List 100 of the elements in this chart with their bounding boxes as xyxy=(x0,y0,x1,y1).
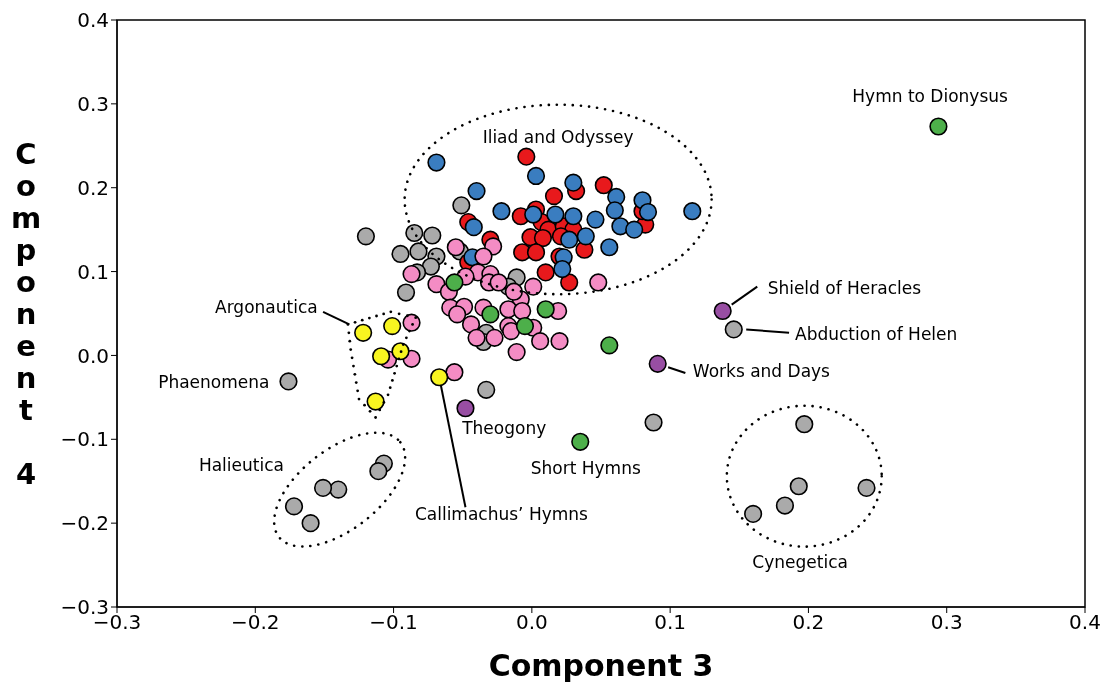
point xyxy=(564,207,583,226)
point xyxy=(531,332,550,351)
point xyxy=(600,336,619,355)
point xyxy=(605,201,624,220)
point xyxy=(467,181,486,201)
point xyxy=(648,354,667,373)
y-tick-label: −0.1 xyxy=(60,427,109,452)
point xyxy=(481,305,500,324)
point xyxy=(313,478,333,498)
point xyxy=(421,257,441,276)
point xyxy=(485,328,504,347)
annotation: Shield of Heracles xyxy=(767,277,922,298)
point xyxy=(446,238,465,257)
point xyxy=(445,273,464,292)
annotation: Hymn to Dionysus xyxy=(852,86,1009,107)
annotation: Callimachus’ Hymns xyxy=(414,503,589,524)
point xyxy=(474,247,493,266)
point xyxy=(564,173,583,192)
point xyxy=(301,514,320,533)
y-tick-label: 0.1 xyxy=(77,259,109,284)
annotation: Phaenomena xyxy=(158,372,270,393)
point xyxy=(524,205,543,224)
x-tick-label: 0.1 xyxy=(654,610,687,635)
y-tick-label: 0.4 xyxy=(77,8,109,33)
point xyxy=(683,202,702,221)
point xyxy=(589,273,608,292)
point xyxy=(929,117,948,136)
point xyxy=(430,368,449,387)
point xyxy=(544,187,564,206)
point xyxy=(546,205,565,224)
y-tick-label: 0.3 xyxy=(77,91,109,116)
point xyxy=(427,275,446,294)
annotation: Abduction of Helen xyxy=(795,324,958,345)
point xyxy=(456,399,475,418)
point xyxy=(524,277,543,296)
x-tick-label: −0.1 xyxy=(369,610,418,635)
point xyxy=(423,226,442,245)
point xyxy=(329,480,348,499)
point xyxy=(526,243,546,262)
point xyxy=(507,342,526,362)
x-tick-label: 0.2 xyxy=(792,610,825,635)
point xyxy=(533,228,553,248)
point xyxy=(279,372,298,391)
annotation: Halieutica xyxy=(198,455,284,476)
point xyxy=(789,477,808,496)
point xyxy=(405,223,424,243)
point xyxy=(284,497,304,516)
point xyxy=(571,432,590,451)
point xyxy=(625,220,644,239)
annotation: Theogony xyxy=(461,417,547,438)
point xyxy=(594,176,613,195)
point xyxy=(467,328,486,347)
point xyxy=(402,313,421,332)
point xyxy=(550,332,569,351)
annotation: Cynegetica xyxy=(752,551,848,572)
x-tick-label: 0.4 xyxy=(1069,610,1101,635)
point xyxy=(644,413,663,432)
point xyxy=(517,147,536,166)
x-tick-label: −0.2 xyxy=(231,610,280,635)
annotation: Iliad and Odyssey xyxy=(482,126,634,147)
point xyxy=(369,462,388,481)
point xyxy=(638,202,658,222)
annotation: Works and Days xyxy=(692,361,831,382)
point xyxy=(515,316,535,336)
point xyxy=(513,301,532,321)
point xyxy=(775,496,795,515)
point xyxy=(504,282,523,301)
point xyxy=(464,218,483,237)
point xyxy=(489,273,508,292)
x-axis-title: Component 3 xyxy=(488,648,714,683)
point xyxy=(560,230,579,249)
x-tick-label: 0.3 xyxy=(930,610,963,635)
point xyxy=(536,300,555,319)
point xyxy=(586,210,605,229)
point xyxy=(576,227,595,246)
point xyxy=(536,263,555,282)
point xyxy=(409,242,428,261)
point xyxy=(427,153,446,172)
x-tick-label: 0.0 xyxy=(515,610,548,635)
point xyxy=(383,316,402,336)
point xyxy=(492,202,511,221)
annotation: Short Hymns xyxy=(530,457,641,478)
point xyxy=(526,166,546,186)
point xyxy=(502,322,521,341)
text: Component 4 xyxy=(10,136,42,491)
point xyxy=(402,264,421,284)
annotation: Argonautica xyxy=(215,296,318,317)
point xyxy=(452,196,471,215)
point xyxy=(724,320,743,339)
y-tick-label: −0.2 xyxy=(60,511,109,536)
y-tick-label: 0.0 xyxy=(77,343,109,368)
point xyxy=(366,392,385,411)
point xyxy=(448,305,467,324)
point xyxy=(795,415,814,434)
point xyxy=(600,238,619,257)
point xyxy=(857,478,876,498)
point xyxy=(372,347,391,366)
point xyxy=(477,380,496,399)
point xyxy=(356,227,376,246)
point xyxy=(354,323,373,342)
